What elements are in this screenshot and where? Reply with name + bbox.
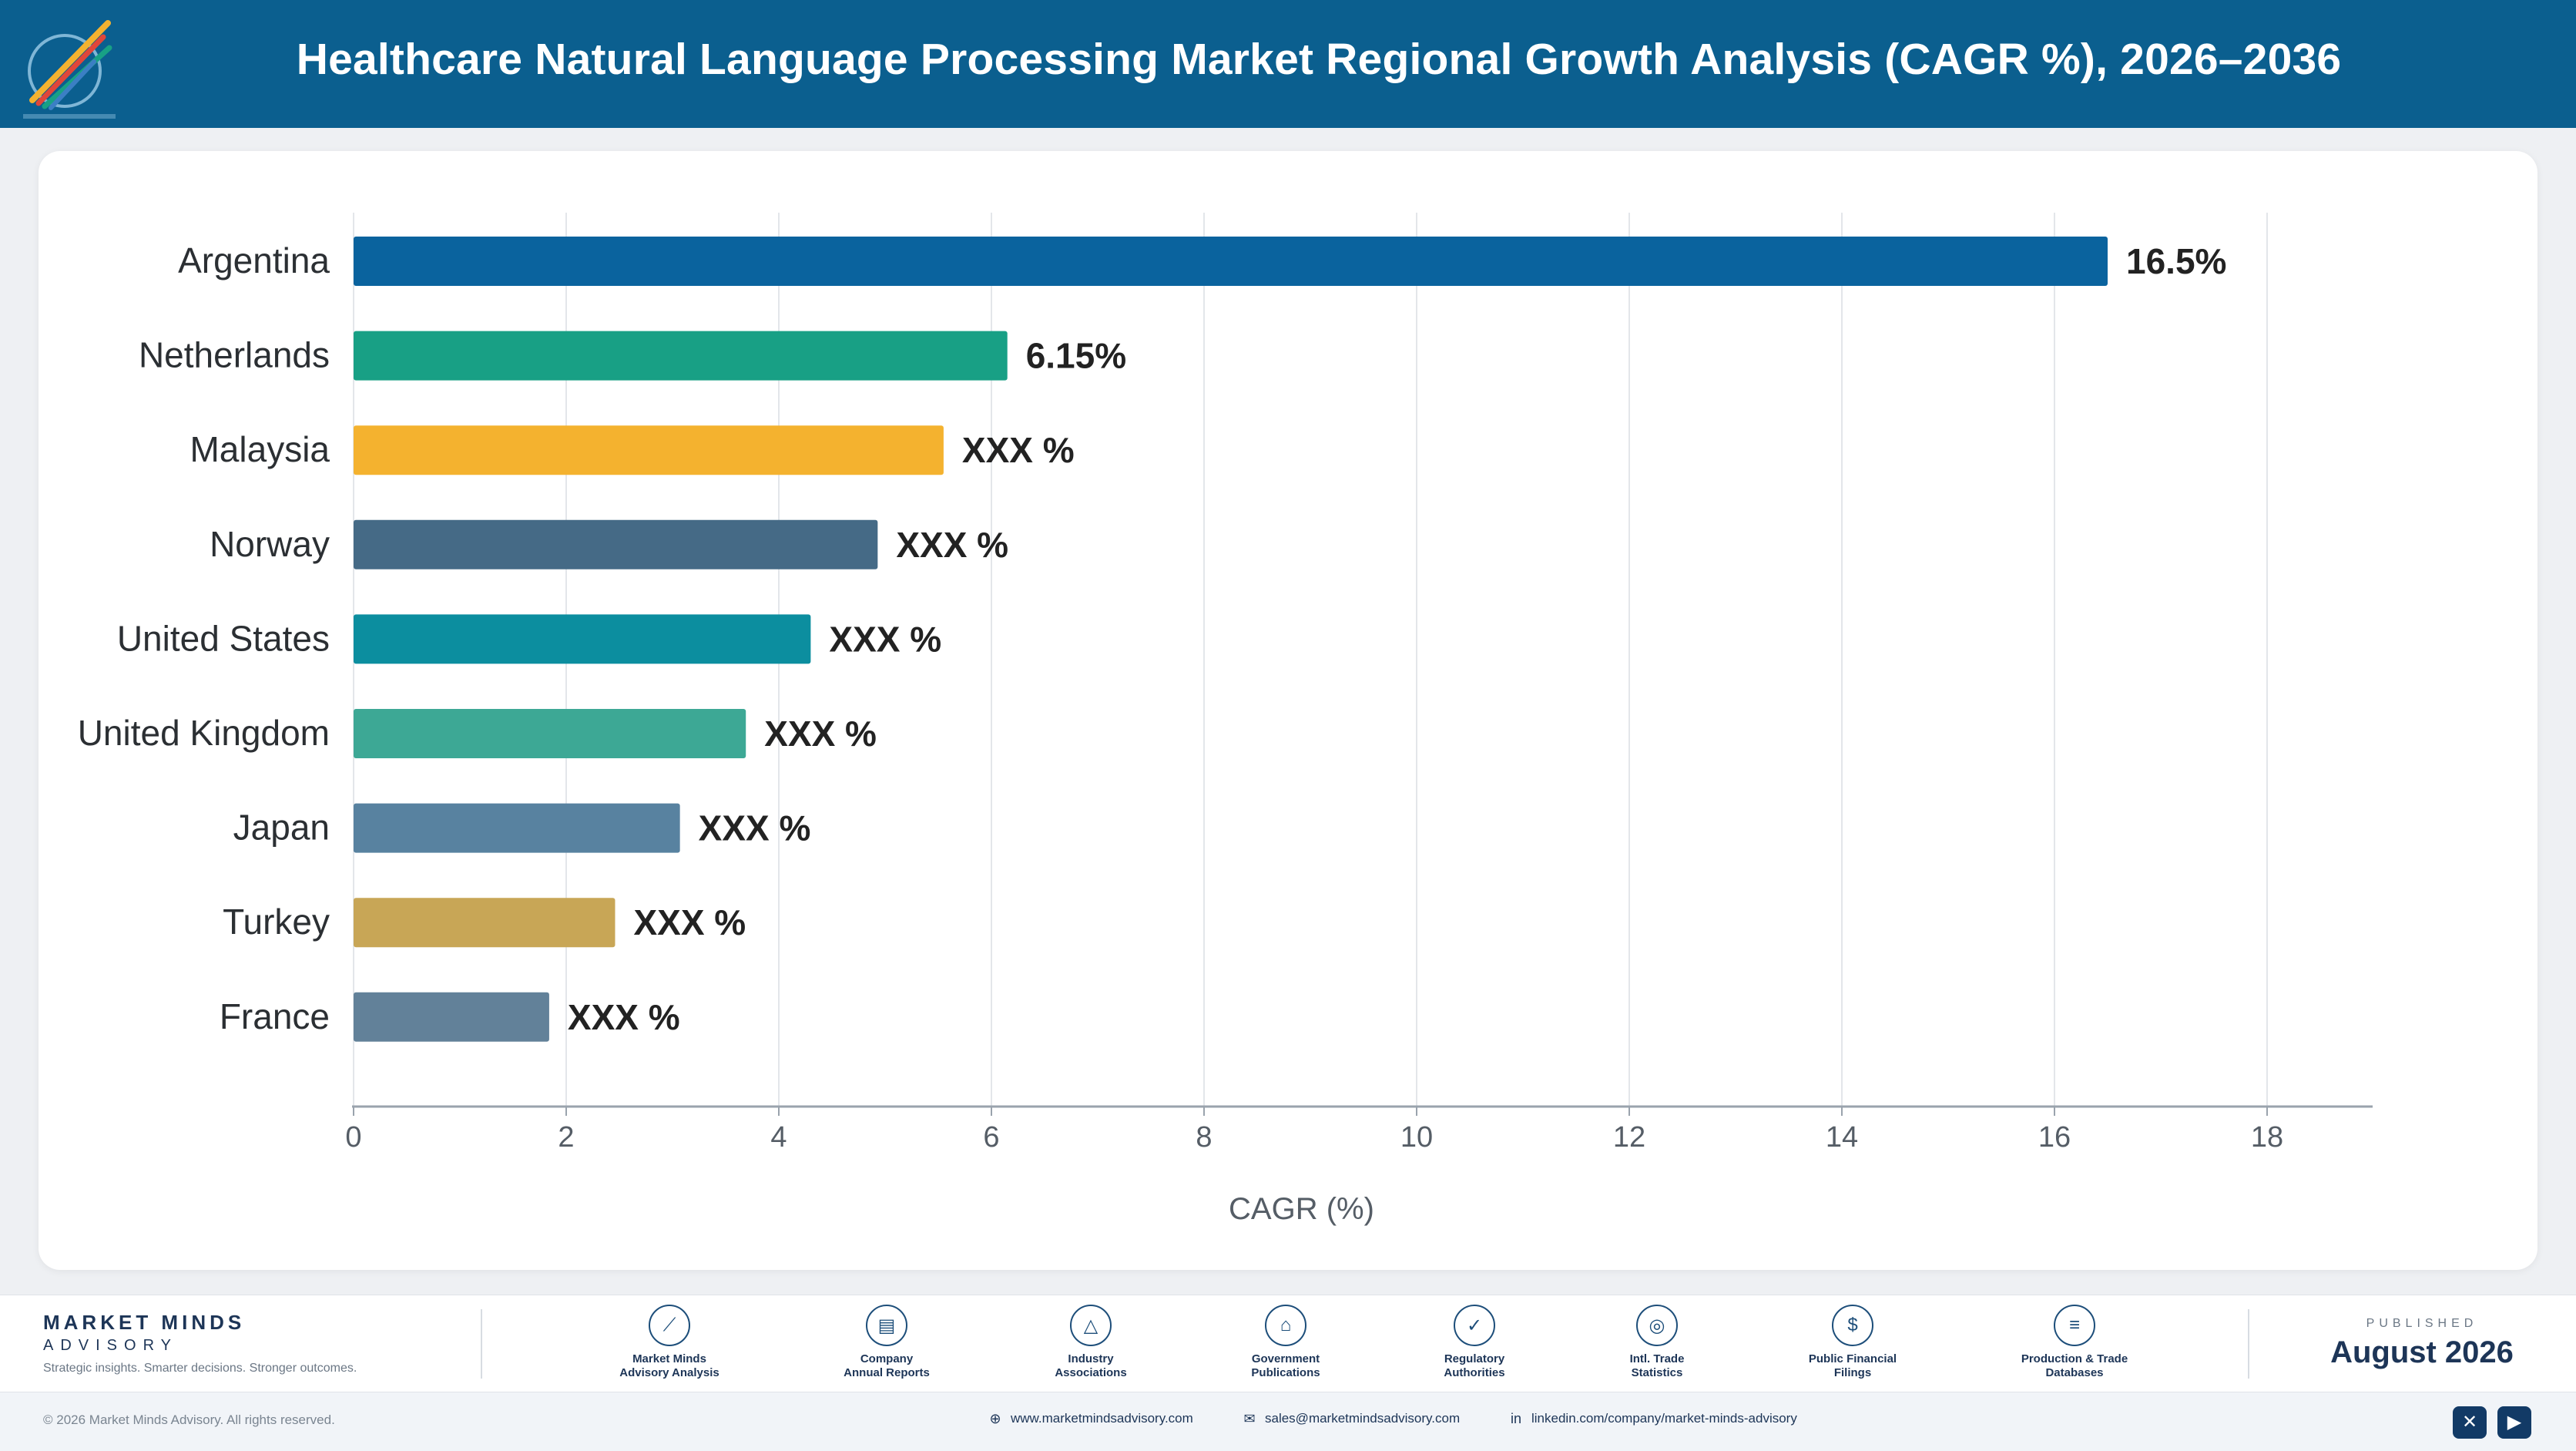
network-icon: △	[1070, 1305, 1112, 1346]
published-date: August 2026	[2330, 1335, 2514, 1369]
source-item: ≡ Production & Trade Databases	[1997, 1305, 2152, 1380]
chart-line-icon: ⟋	[649, 1305, 690, 1346]
source-label: Public Financial Filings	[1808, 1352, 1897, 1379]
globe-icon: ⊕	[989, 1411, 1001, 1426]
bar-chart: 0 2 4 6 8 10 12 14 16 18 Argentina 16.5% Netherlands…	[78, 213, 2373, 1226]
bar	[354, 992, 549, 1042]
bar	[354, 709, 746, 758]
x-tick-label: 18	[2251, 1121, 2283, 1154]
bar	[354, 519, 878, 569]
x-twitter-icon[interactable]: ✕	[2453, 1406, 2487, 1439]
source-item: $ Public Financial Filings	[1776, 1305, 1930, 1380]
category-label: Netherlands	[139, 335, 330, 375]
source-item: ▤ Company Annual Reports	[810, 1305, 964, 1380]
x-axis-title: CAGR (%)	[1229, 1192, 1374, 1226]
linkedin-icon: in	[1510, 1411, 1521, 1426]
source-label: Company Annual Reports	[844, 1352, 930, 1379]
header-bar: Healthcare Natural Language Processing M…	[0, 0, 2576, 128]
document-icon: ▤	[866, 1305, 907, 1346]
published-label: PUBLISHED	[2366, 1317, 2478, 1330]
database-icon: ≡	[2054, 1305, 2095, 1346]
data-label: XXX %	[962, 430, 1075, 470]
category-label: United Kingdom	[78, 713, 330, 753]
category-label: Turkey	[223, 902, 330, 942]
linkedin-link[interactable]: in linkedin.com/company/market-minds-adv…	[1508, 1411, 1797, 1426]
source-item: ✓ Regulatory Authorities	[1397, 1305, 1551, 1380]
brand-name: MARKET MINDS	[43, 1311, 246, 1334]
bar	[354, 425, 944, 475]
source-label: Regulatory Authorities	[1444, 1352, 1505, 1379]
government-building-icon: ⌂	[1265, 1305, 1306, 1346]
brand-tagline: Strategic insights. Smarter decisions. S…	[43, 1362, 357, 1375]
divider	[481, 1309, 482, 1379]
source-item: ⌂ Government Publications	[1209, 1305, 1363, 1380]
data-label: 6.15%	[1026, 336, 1126, 376]
source-label: Production & Trade Databases	[2021, 1352, 2128, 1379]
x-tick-label: 6	[983, 1121, 999, 1154]
data-label: XXX %	[699, 808, 811, 848]
data-label: XXX %	[633, 902, 746, 942]
source-item: △ Industry Associations	[1014, 1305, 1168, 1380]
category-label: France	[220, 996, 330, 1036]
x-tick-label: 2	[558, 1121, 574, 1154]
footer-sources: MARKET MINDS ADVISORY Strategic insights…	[0, 1295, 2576, 1392]
copyright-text: © 2026 Market Minds Advisory. All rights…	[43, 1412, 335, 1427]
footer-bottom-bar: © 2026 Market Minds Advisory. All rights…	[0, 1392, 2576, 1451]
linkedin-text: linkedin.com/company/market-minds-adviso…	[1531, 1411, 1797, 1426]
bar	[354, 898, 615, 948]
pencils-logo-icon	[17, 8, 125, 123]
source-label: Government Publications	[1251, 1352, 1320, 1379]
category-label: United States	[117, 618, 330, 658]
dollar-circle-icon: $	[1832, 1305, 1873, 1346]
youtube-icon[interactable]: ▶	[2497, 1406, 2531, 1439]
mail-icon: ✉	[1243, 1411, 1256, 1426]
bar	[354, 614, 811, 664]
page-title: Healthcare Natural Language Processing M…	[296, 35, 2342, 84]
brand-subtitle: ADVISORY	[43, 1337, 178, 1354]
bar	[354, 803, 680, 853]
divider	[2248, 1309, 2249, 1379]
x-tick-label: 16	[2038, 1121, 2071, 1154]
website-link[interactable]: ⊕ www.marketmindsadvisory.com	[988, 1411, 1193, 1426]
bar	[354, 237, 2108, 286]
data-label: XXX %	[896, 525, 1008, 565]
email-text: sales@marketmindsadvisory.com	[1265, 1411, 1461, 1426]
source-label: Intl. Trade Statistics	[1629, 1352, 1685, 1379]
data-label: XXX %	[829, 619, 941, 659]
x-tick-label: 8	[1196, 1121, 1212, 1154]
data-label: 16.5%	[2126, 241, 2226, 281]
x-tick-label: 0	[345, 1121, 361, 1154]
chart-card: 0 2 4 6 8 10 12 14 16 18 Argentina 16.5% Netherlands…	[39, 151, 2537, 1270]
email-link[interactable]: ✉ sales@marketmindsadvisory.com	[1242, 1411, 1460, 1426]
source-item: ◎ Intl. Trade Statistics	[1580, 1305, 1734, 1380]
category-label: Malaysia	[190, 429, 330, 469]
source-label: Market Minds Advisory Analysis	[619, 1352, 719, 1379]
data-label: XXX %	[568, 997, 680, 1037]
shield-check-icon: ✓	[1454, 1305, 1495, 1346]
x-tick-label: 12	[1613, 1121, 1645, 1154]
x-tick-label: 14	[1826, 1121, 1858, 1154]
source-label: Industry Associations	[1055, 1352, 1127, 1379]
source-item: ⟋ Market Minds Advisory Analysis	[592, 1305, 746, 1380]
category-label: Japan	[233, 808, 330, 848]
x-tick-label: 4	[770, 1121, 787, 1154]
x-tick-label: 10	[1400, 1121, 1433, 1154]
bar	[354, 331, 1008, 381]
globe-icon: ◎	[1636, 1305, 1678, 1346]
data-label: XXX %	[764, 714, 877, 754]
category-label: Norway	[210, 524, 330, 564]
category-label: Argentina	[178, 240, 330, 280]
website-text: www.marketmindsadvisory.com	[1011, 1411, 1193, 1426]
